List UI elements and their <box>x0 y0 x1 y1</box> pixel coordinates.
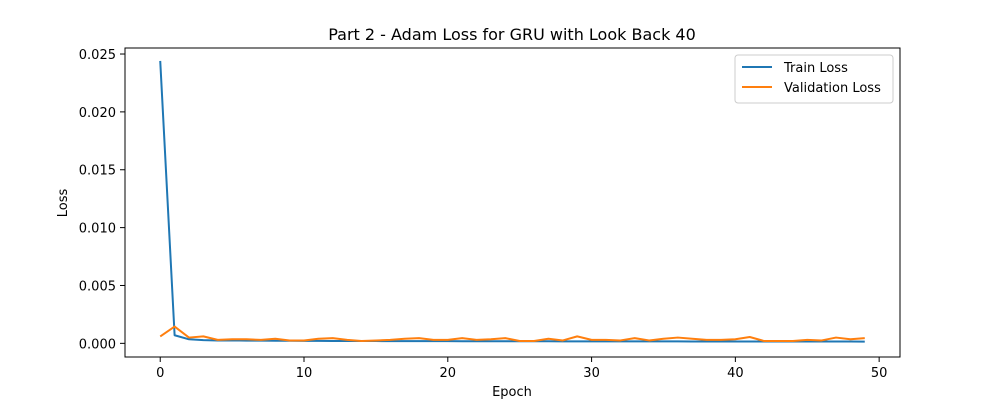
series-line-validation-loss <box>159 325 865 343</box>
x-tick-label: 40 <box>727 366 744 381</box>
chart-title: Part 2 - Adam Loss for GRU with Look Bac… <box>328 25 696 44</box>
legend-label-train-loss: Train Loss <box>783 61 848 76</box>
y-tick-label: 0.025 <box>79 48 116 63</box>
x-tick-label: 50 <box>871 366 888 381</box>
y-axis-label: Loss <box>56 189 71 218</box>
x-axis-label: Epoch <box>492 385 532 400</box>
y-tick-label: 0.015 <box>79 164 116 179</box>
y-tick-label: 0.005 <box>79 279 116 294</box>
x-tick-label: 10 <box>296 366 313 381</box>
x-axis: 0 10 20 30 40 50 <box>156 357 887 381</box>
x-tick-label: 30 <box>583 366 600 381</box>
y-tick-label: 0.000 <box>79 337 116 352</box>
y-tick-label: 0.010 <box>79 222 116 237</box>
axes-frame <box>124 47 901 358</box>
y-tick-label: 0.020 <box>79 106 116 121</box>
x-tick-label: 0 <box>156 366 164 381</box>
legend: Train Loss Validation Loss <box>734 54 894 104</box>
x-tick-label: 20 <box>440 366 457 381</box>
series-line-train-loss <box>159 60 865 343</box>
legend-box <box>734 54 894 104</box>
plot-area <box>159 60 865 343</box>
legend-label-validation-loss: Validation Loss <box>784 81 881 96</box>
y-axis: 0.000 0.005 0.010 0.015 0.020 0.025 <box>79 48 125 352</box>
